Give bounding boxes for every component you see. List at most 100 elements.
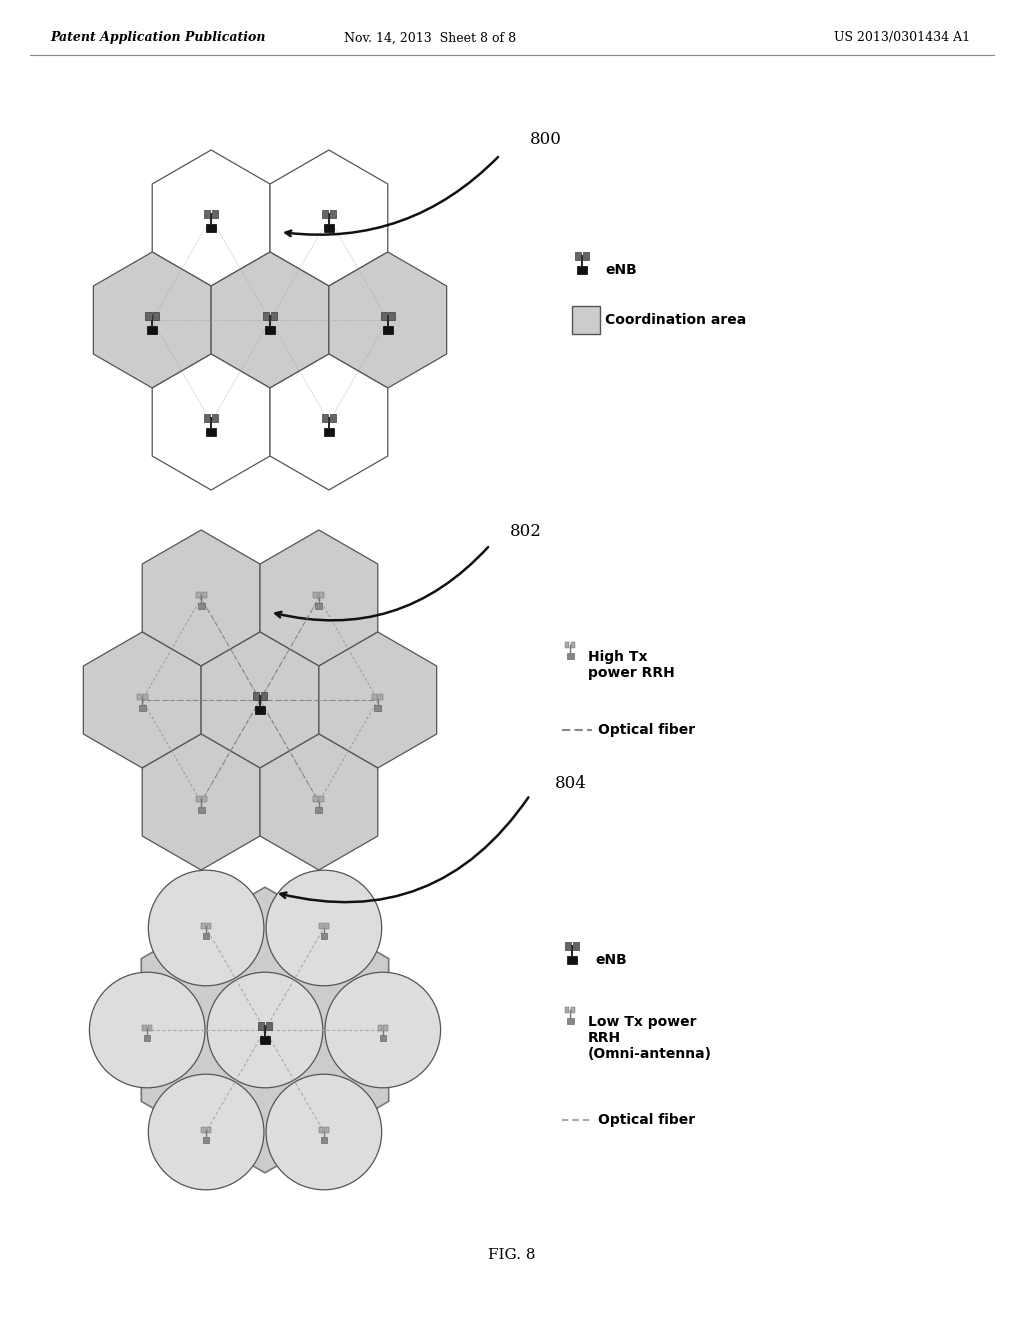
Bar (570, 1007, 575, 1014)
Text: 802: 802 (510, 524, 542, 540)
Bar (330, 413, 336, 422)
Bar (566, 653, 573, 659)
Bar (330, 210, 336, 218)
Polygon shape (260, 734, 378, 870)
Circle shape (89, 973, 205, 1088)
Polygon shape (83, 632, 201, 768)
Bar (324, 224, 334, 232)
Bar (212, 413, 218, 422)
Circle shape (148, 1074, 264, 1189)
Polygon shape (141, 887, 389, 1172)
Bar (260, 1036, 270, 1044)
Text: Low Tx power
RRH
(Omni-antenna): Low Tx power RRH (Omni-antenna) (588, 1015, 712, 1061)
Bar (253, 692, 259, 700)
Bar (570, 642, 575, 648)
Circle shape (266, 870, 382, 986)
Bar (313, 591, 318, 598)
Bar (383, 1026, 388, 1031)
Bar (378, 1026, 382, 1031)
Bar (325, 923, 329, 929)
Bar (261, 692, 267, 700)
Bar (147, 1026, 153, 1031)
Bar (196, 796, 201, 803)
Bar (318, 1127, 324, 1133)
Text: 800: 800 (530, 132, 562, 149)
Polygon shape (270, 150, 388, 286)
Bar (138, 705, 145, 711)
Bar (212, 210, 218, 218)
Bar (255, 706, 265, 714)
Bar (321, 1137, 327, 1143)
Bar (265, 1022, 272, 1030)
Text: 804: 804 (555, 775, 587, 792)
Circle shape (207, 973, 323, 1088)
Bar (142, 1026, 146, 1031)
Bar (203, 1137, 209, 1143)
Polygon shape (142, 531, 260, 667)
Circle shape (325, 973, 440, 1088)
Text: Coordination area: Coordination area (605, 313, 746, 327)
Bar (206, 428, 216, 436)
Text: eNB: eNB (605, 263, 637, 277)
Bar (201, 923, 206, 929)
Bar (202, 591, 207, 598)
Bar (566, 1018, 573, 1024)
Bar (321, 933, 327, 939)
Bar (207, 923, 211, 929)
Bar (388, 312, 395, 321)
Bar (322, 210, 328, 218)
Bar (564, 1007, 569, 1014)
Bar (258, 1022, 264, 1030)
Text: Nov. 14, 2013  Sheet 8 of 8: Nov. 14, 2013 Sheet 8 of 8 (344, 32, 516, 45)
Bar (564, 642, 569, 648)
Bar (373, 694, 377, 701)
Text: eNB: eNB (595, 953, 627, 968)
Bar (325, 1127, 329, 1133)
Polygon shape (270, 354, 388, 490)
Bar (319, 796, 325, 803)
Bar (380, 1035, 386, 1041)
Text: High Tx
power RRH: High Tx power RRH (588, 649, 675, 680)
Bar (204, 413, 210, 422)
Bar (145, 312, 152, 321)
Polygon shape (260, 531, 378, 667)
Bar (265, 326, 274, 334)
Bar (381, 312, 387, 321)
Bar (583, 252, 589, 260)
Text: Patent Application Publication: Patent Application Publication (50, 32, 265, 45)
Polygon shape (142, 734, 260, 870)
Polygon shape (318, 632, 436, 768)
Bar (153, 312, 159, 321)
Text: Optical fiber: Optical fiber (598, 1113, 695, 1127)
Bar (144, 1035, 151, 1041)
Bar (324, 428, 334, 436)
Bar (198, 807, 205, 813)
Bar (137, 694, 141, 701)
Bar (567, 956, 577, 964)
Bar (198, 603, 205, 609)
Circle shape (148, 870, 264, 986)
Bar (270, 312, 278, 321)
Bar (319, 591, 325, 598)
Bar (572, 306, 600, 334)
Polygon shape (93, 252, 211, 388)
Bar (315, 603, 323, 609)
Bar (202, 796, 207, 803)
Bar (375, 705, 381, 711)
Bar (572, 941, 579, 950)
Polygon shape (211, 252, 329, 388)
Bar (313, 796, 318, 803)
Bar (315, 807, 323, 813)
Bar (575, 252, 582, 260)
Bar (203, 933, 209, 939)
Circle shape (266, 1074, 382, 1189)
Text: US 2013/0301434 A1: US 2013/0301434 A1 (834, 32, 970, 45)
Bar (263, 312, 269, 321)
Bar (565, 941, 571, 950)
Bar (578, 265, 587, 275)
Bar (207, 1127, 211, 1133)
Bar (196, 591, 201, 598)
Bar (378, 694, 383, 701)
Bar (201, 1127, 206, 1133)
Text: FIG. 8: FIG. 8 (488, 1247, 536, 1262)
